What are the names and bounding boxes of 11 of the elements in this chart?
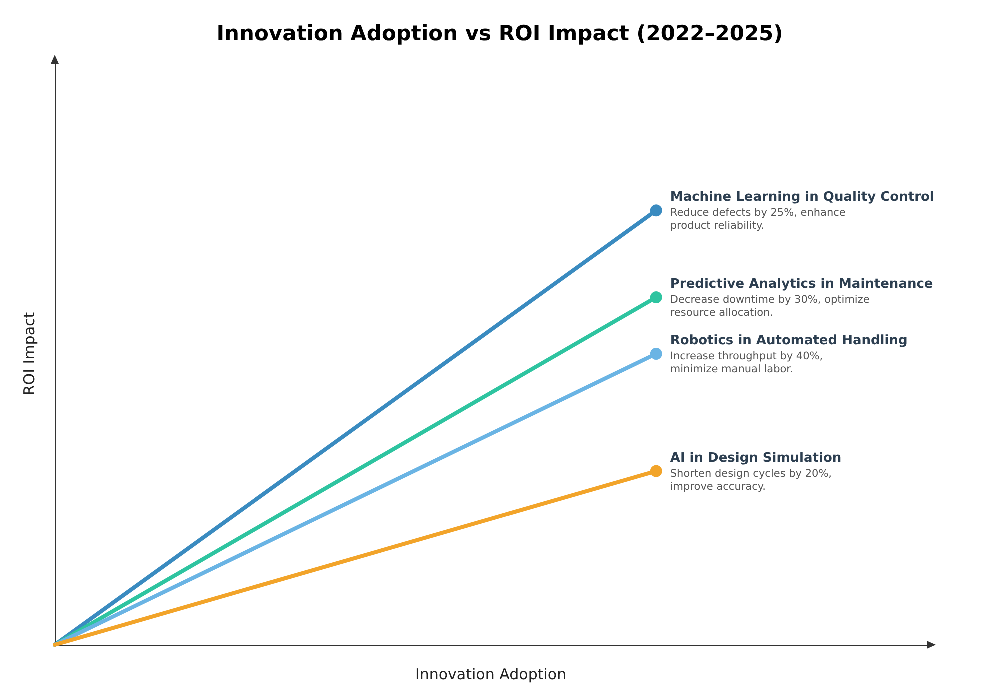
series-label: AI in Design Simulation [670,450,842,466]
annotation: Shorten design cycles by 20%, improve accuracy. [670,468,832,493]
x-axis-title: Innovation Adoption [415,666,567,684]
annotation: Reduce defects by 25%, enhance product reliability. [670,207,846,232]
annotation: Increase throughput by 40%, minimize manual labor. [670,350,824,376]
series-label: Predictive Analytics in Maintenance [670,277,934,292]
series-label: Machine Learning in Quality Control [670,190,934,206]
annotation: Decrease downtime by 30%, optimize resource allocation. [670,294,870,320]
series-label: Robotics in Automated Handling [670,334,908,348]
y-axis-title: ROI Impact [20,312,38,396]
chart-title: Innovation Adoption vs ROI Impact (2022–2025) [216,22,784,46]
